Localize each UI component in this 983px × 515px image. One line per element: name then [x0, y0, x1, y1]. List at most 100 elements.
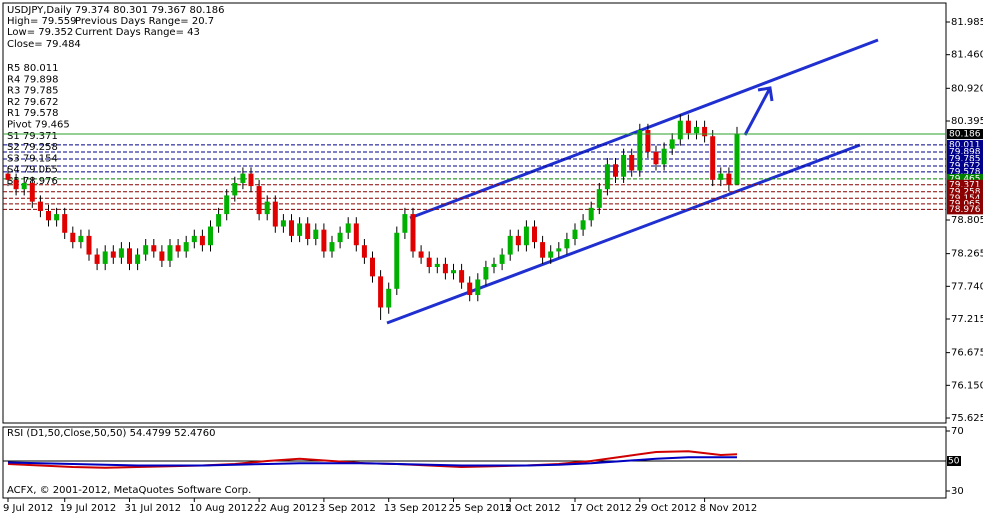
- x-tick-label: 22 Aug 2012: [254, 503, 318, 514]
- candle-body: [313, 229, 319, 239]
- level-label: 79.672: [949, 162, 981, 172]
- y-tick-label: 76.675: [951, 348, 983, 359]
- level-label-box: [947, 173, 983, 184]
- y-tick-label: 77.740: [951, 281, 983, 292]
- candle-body: [46, 210, 51, 221]
- level-name: R2: [7, 97, 20, 108]
- candle-body: [159, 251, 165, 261]
- level-text: R5 80.011: [7, 63, 59, 74]
- candle-body: [410, 214, 416, 252]
- x-tick-label: 19 Jul 2012: [60, 503, 117, 514]
- low: 79.367: [151, 5, 186, 16]
- candle-body: [540, 242, 546, 258]
- level-text: S4 79.065: [7, 165, 58, 176]
- candle-body: [337, 232, 343, 243]
- candle-body: [264, 201, 270, 215]
- candle-body: [135, 254, 141, 264]
- rsi-frame: [2, 426, 947, 499]
- candle-body: [677, 120, 683, 140]
- level-label-box: [947, 153, 983, 164]
- level-value: 79.065: [23, 165, 58, 176]
- candle-body: [110, 251, 116, 258]
- y-tick-label: 78.805: [951, 215, 983, 226]
- level-value: 79.154: [23, 153, 58, 164]
- candle-body: [345, 223, 351, 233]
- candle-body: [86, 235, 92, 255]
- level-label-box: [947, 139, 983, 150]
- candle-body: [499, 254, 505, 264]
- level-label: 78.976: [949, 205, 981, 215]
- y-tick-label: 78.265: [951, 249, 983, 260]
- candle-body: [661, 148, 667, 165]
- candle-body: [613, 164, 618, 177]
- level-label-box: [947, 186, 983, 197]
- candle-body: [353, 223, 359, 246]
- level-text: Pivot 79.465: [7, 120, 70, 131]
- candle-body: [297, 223, 303, 236]
- candle-body: [118, 248, 124, 258]
- candle-body: [232, 182, 238, 196]
- x-tick-label: 13 Sep 2012: [384, 503, 447, 514]
- x-tick-label: 17 Oct 2012: [570, 503, 632, 514]
- open: 79.374: [75, 5, 110, 16]
- level-label: 79.371: [949, 180, 981, 190]
- candle-body: [94, 254, 100, 264]
- level-text: R2 79.672: [7, 97, 59, 108]
- level-value: 79.785: [24, 86, 59, 97]
- level-text: R3 79.785: [7, 86, 59, 97]
- candle-body: [29, 182, 35, 202]
- last-price-label: 80.186: [949, 130, 981, 140]
- y-tick-label: 81.460: [951, 50, 983, 61]
- symbol: USDJPY,Daily: [7, 5, 72, 16]
- high: 80.301: [113, 5, 148, 16]
- y-tick-label: 81.985: [951, 17, 983, 28]
- candle-body: [702, 126, 708, 137]
- rsi-tick-label: 30: [951, 486, 964, 497]
- main-frame: [2, 2, 947, 424]
- candle-body: [240, 173, 246, 183]
- candle-body: [572, 229, 578, 239]
- candle-body: [78, 235, 84, 243]
- candle-body: [459, 270, 465, 283]
- candle-body: [580, 220, 586, 230]
- candle-body: [37, 201, 43, 211]
- y-tick-label: 75.625: [951, 413, 983, 424]
- candle-body: [718, 173, 724, 180]
- candle-body: [13, 179, 19, 190]
- level-name: S3: [7, 153, 20, 164]
- candle-body: [175, 245, 181, 252]
- header: USDJPY,Daily 79.374 80.301 79.367 80.186: [7, 5, 224, 16]
- candle-body: [434, 263, 440, 268]
- candle-body: [669, 139, 675, 149]
- candle-body: [645, 130, 651, 152]
- level-text: R1 79.578: [7, 108, 59, 119]
- level-text: R4 79.898: [7, 74, 59, 85]
- close: 80.186: [189, 5, 224, 16]
- x-tick-label: 8 Nov 2012: [700, 503, 758, 514]
- candle-body: [523, 226, 529, 246]
- candle-body: [653, 151, 659, 165]
- candle-body: [248, 173, 254, 187]
- candle-body: [556, 248, 562, 252]
- candle-body: [329, 242, 335, 252]
- arrow-head: [757, 86, 774, 102]
- info: High= 79.559: [7, 16, 77, 27]
- y-tick-label: 77.215: [951, 314, 983, 325]
- level-name: R3: [7, 86, 20, 97]
- level-label: 80.011: [949, 140, 981, 150]
- candle-body: [151, 245, 157, 252]
- candle-body: [710, 136, 716, 180]
- level-value: 79.672: [24, 97, 59, 108]
- level-name: R5: [7, 63, 20, 74]
- level-name: S5: [7, 176, 20, 187]
- x-tick-label: 25 Sep 2012: [449, 503, 512, 514]
- candle-body: [208, 226, 213, 246]
- level-value: 80.011: [24, 63, 59, 74]
- candle-body: [596, 189, 602, 208]
- candle-body: [418, 251, 424, 258]
- level-label: 79.154: [949, 194, 981, 204]
- level-text: S1 79.371: [7, 131, 58, 142]
- info: Current Days Range= 43: [75, 27, 200, 38]
- candle-body: [548, 251, 554, 258]
